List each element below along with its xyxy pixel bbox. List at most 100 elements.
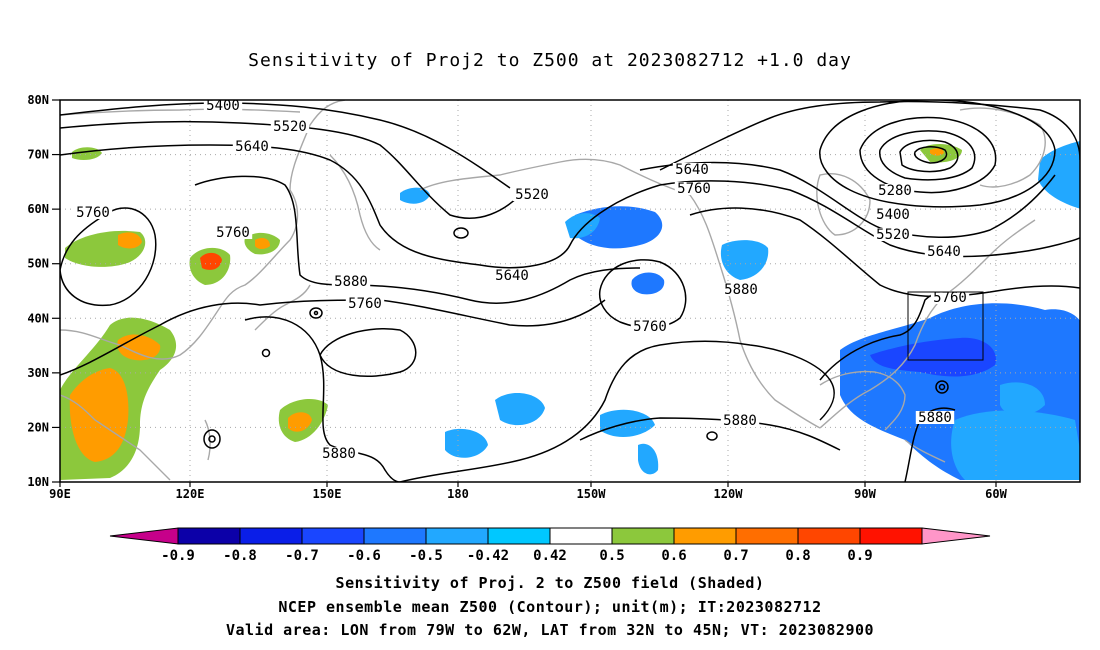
asia-south-coast [60,394,171,481]
contour-label: 5760 [76,205,110,221]
colorbar-segment [177,527,241,545]
colorbar-segment [735,527,799,545]
asia-coast [60,100,346,360]
orange-region-asia-south [69,368,129,462]
latitude-label: 70N [27,148,49,162]
contour-5880-pacific [319,328,417,377]
hudson-bay-coast [816,173,871,236]
contour-5520-east [639,161,1056,239]
contour-label: 5640 [927,244,961,260]
contour-label: 5880 [723,413,757,429]
colorbar-min-arrow [109,527,179,545]
sensitivity-map: 5400552056405760552056405760576052805400… [27,93,1081,560]
contour-label: 5400 [876,207,910,223]
blue-region-subtropical-5 [1000,382,1045,416]
contour-5760-west [60,207,157,307]
contour-label-bg [270,120,310,133]
contour-closed-china [261,348,271,358]
contour-closed-small-atlantic [935,380,949,394]
contour-label: 5760 [933,290,967,306]
contour-5400-east [659,100,1080,171]
blue-region-atlantic-south [951,410,1080,480]
contour-label: 5520 [273,119,307,135]
colorbar-segment [425,527,489,545]
footer-line-3: Valid area: LON from 79W to 62W, LAT fro… [225,621,875,639]
green-region-arctic [72,147,102,161]
contour-label-bg [915,411,955,424]
contour-label: 5760 [216,225,250,241]
contour-label-bg [512,188,552,201]
arctic-coast [60,108,301,116]
contour-labels: 5400552056405760552056405760576052805400… [73,98,970,462]
contour-label: 5880 [334,274,368,290]
positive-sensitivity-regions [60,144,962,480]
contour-label-bg [630,320,670,333]
contour-5880-west [60,299,606,376]
caribbean-coast [904,439,946,463]
footer-line-2: NCEP ensemble mean Z500 (Contour); unit(… [278,598,822,616]
contour-label: 5400 [206,98,240,114]
colorbar-tick-label: -0.42 [467,548,509,560]
longitude-label: 90W [854,487,876,501]
negative-sensitivity-regions [400,141,1080,480]
colorbar-segment [239,527,303,545]
orange-region-pacific [288,412,312,432]
valid-area-box [907,291,984,361]
blue-region-canada [720,240,769,280]
longitude-labels: 90E 120E 150E 180 150W 120W 90W 60W [49,482,1008,501]
north-america-east-coast [819,219,1036,429]
map-title: Sensitivity of Proj2 to Z500 at 20230827… [248,50,852,71]
contour-label-bg [720,414,760,427]
contour-5760-east [689,207,1080,298]
contour-5880-gulf [579,417,841,451]
colorbar-tick-label: -0.9 [161,548,195,560]
z500-contours [60,100,1080,482]
orange-region-asia-north-core [118,232,142,249]
contour-label-bg [213,226,253,239]
contour-closed-philippines [203,429,221,449]
colorbar-tick-labels: -0.9 -0.8 -0.7 -0.6 -0.5 -0.42 0.42 0.5 0.6 0.7 0.… [161,548,873,560]
latitude-label: 30N [27,366,49,380]
blue-region-bering [400,187,430,204]
colorbar-tick-label: 0.5 [599,548,624,560]
contour-label-bg [721,283,761,296]
contour-label: 5640 [675,162,709,178]
colorbar-tick-label: 0.42 [533,548,567,560]
colorbar-segment [673,527,737,545]
latitude-label: 80N [27,93,49,107]
colorbar-segment [363,527,427,545]
blue-region-low-center [631,272,665,295]
colorbar-segment [859,527,923,545]
blue-region-subtropical-1 [495,393,545,426]
contour-inner-2 [913,146,948,164]
colorbar-tick-label: 0.6 [661,548,686,560]
contour-5640-west [60,144,661,269]
kamchatka-coast [329,154,381,251]
longitude-label: 90E [49,487,71,501]
contour-label-bg [873,208,913,221]
contour-5880-subtropical [244,316,401,482]
contour-label-bg [492,269,532,282]
colorbar-segment [797,527,861,545]
alaska-coast [419,158,691,196]
blue-region-subtropical-4 [638,443,659,475]
contour-5640-east [659,180,1080,258]
contour-label-bg [674,182,714,195]
contour-label: 5520 [876,227,910,243]
blue-region-greenland-east [1038,141,1080,209]
contour-label-bg [924,245,964,258]
latitude-label: 50N [27,257,49,271]
contour-label: 5640 [235,139,269,155]
contour-label-bg [331,275,371,288]
contour-label-bg [930,291,970,304]
contour-closed-mexico [706,431,718,441]
contour-label: 5640 [495,268,529,284]
colorbar-tick-label: -0.8 [223,548,257,560]
contour-label-bg [73,206,113,219]
gulf-coast [819,370,906,431]
latitude-label: 10N [27,475,49,489]
coastlines [60,100,1046,481]
contour-label: 5520 [515,187,549,203]
colorbar-segment [301,527,365,545]
colorbar-segment [549,527,613,545]
